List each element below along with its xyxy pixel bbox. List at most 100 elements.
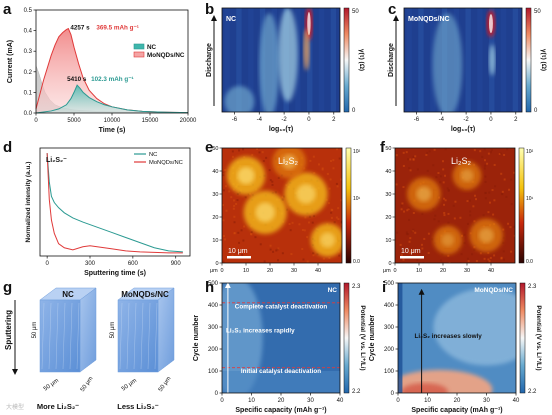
panel-letter-b: b <box>205 1 214 18</box>
cube-nc-texture <box>69 302 73 370</box>
map-speckle <box>483 159 486 162</box>
map-speckle <box>441 253 444 256</box>
watermark: 大模型 <box>6 403 24 411</box>
cube-nc-texture <box>48 302 52 370</box>
height-dimension-nc: 50 μm <box>32 322 38 339</box>
map-speckle <box>400 204 403 207</box>
map-speckle <box>474 194 477 197</box>
x-tick-label: 0 <box>220 268 223 274</box>
map-speckle <box>433 218 436 221</box>
y-tick-label: 200 <box>208 347 219 353</box>
map-speckle <box>479 252 482 255</box>
map-speckle <box>308 221 311 224</box>
colorbar-tick-mid: 10¹ <box>353 196 361 202</box>
map-band <box>248 8 254 112</box>
map-layer <box>400 383 449 393</box>
map-speckle <box>448 261 451 263</box>
annotation-capacity-nc: 102.3 mAh g⁻¹ <box>91 76 134 83</box>
map-speckle <box>487 211 490 214</box>
map-speckle <box>475 259 478 262</box>
map-speckle <box>396 231 399 234</box>
map-speckle <box>395 154 398 157</box>
map-layers <box>398 283 516 393</box>
inset-label: Li₂S₂⁻ <box>46 157 67 164</box>
map-hotspot-core <box>281 154 297 170</box>
map-speckle <box>428 150 431 153</box>
map-speckle <box>290 253 293 256</box>
map-speckle <box>500 192 503 195</box>
map-hotspot-core <box>416 186 432 202</box>
map-band <box>236 8 242 112</box>
map-speckle <box>321 168 324 171</box>
map-speckle <box>454 200 457 203</box>
map-speckle <box>256 148 259 151</box>
map-speckle <box>427 252 430 255</box>
map-speckle <box>316 253 319 256</box>
panel-d: 0 300 600 900 Sputtering time (s) Normalized … <box>25 147 191 277</box>
x-tick-label: 2 <box>332 117 336 123</box>
map-speckle <box>268 169 271 172</box>
y-tick-label: 300 <box>384 325 395 331</box>
colorbar <box>345 147 352 264</box>
map-speckle <box>469 214 472 217</box>
map-speckle <box>317 163 320 166</box>
panel-b: -6 -4 -2 0 2 log₁₀(τ) NC Discharge 50 0 γ(τ) (Ω) <box>206 7 365 133</box>
map-speckle <box>502 250 505 253</box>
map-band <box>224 8 230 112</box>
map-speckle <box>484 175 487 178</box>
map-blob <box>259 13 280 112</box>
cube-nc-texture <box>62 302 66 370</box>
map-speckle <box>402 151 405 154</box>
map-speckle <box>439 259 442 262</box>
map-speckle <box>489 201 492 204</box>
map-speckle <box>332 159 335 162</box>
x-tick-label: -2 <box>281 117 287 123</box>
map-speckle <box>506 148 509 151</box>
x-tick-label: -6 <box>414 117 420 123</box>
y-tick-label: 0 <box>391 391 395 397</box>
map-speckle <box>471 253 474 256</box>
colorbar-tick-bottom: 2.2 <box>352 389 361 395</box>
map-speckle <box>337 218 340 221</box>
scale-bar <box>227 256 251 259</box>
map-speckle <box>231 155 234 158</box>
map-speckle <box>412 211 415 214</box>
cube-nc-texture <box>76 302 80 370</box>
x-tick-label: 0 <box>220 398 224 404</box>
map-speckle <box>487 251 490 254</box>
inset-label: Li₂S₂ <box>451 156 472 166</box>
x-tick-label: 10000 <box>104 118 121 124</box>
map-speckle <box>443 211 446 214</box>
panel-a: 0 5000 10000 15000 20000 0.0 0.1 0.2 0.3 0.4 0.5 Ti… <box>7 8 197 134</box>
y-tick-label: 30 <box>212 192 218 198</box>
map-speckle <box>459 161 462 164</box>
map-band <box>406 8 412 112</box>
map-speckle <box>481 155 484 158</box>
panel-letter-e: e <box>205 139 213 156</box>
map-speckle <box>330 216 333 219</box>
y-axis-label: Cycle number <box>369 315 376 362</box>
map-speckle <box>289 229 292 232</box>
map-speckle <box>439 175 442 178</box>
map-speckle <box>469 210 472 213</box>
map-speckle <box>513 171 515 174</box>
map-speckle <box>466 257 469 260</box>
y-axis-label: Discharge <box>206 43 213 77</box>
x-tick-label: 300 <box>85 261 96 267</box>
map-speckle <box>233 232 236 235</box>
map-speckle <box>409 237 412 240</box>
map-annotation-0: Li₂S₂ increases slowly <box>415 333 483 340</box>
y-tick-label: 0 <box>215 391 219 397</box>
cube-nc-texture <box>55 302 59 370</box>
map-speckle <box>414 155 417 158</box>
map-speckle <box>269 248 272 251</box>
map-speckle <box>431 238 434 241</box>
map-speckle <box>242 239 245 242</box>
y-tick-label: 0.4 <box>24 29 33 35</box>
cube-title-nc: NC <box>62 290 74 299</box>
map-hotspot-core <box>478 227 494 243</box>
map-band <box>512 8 519 112</box>
map-blobs <box>222 148 342 263</box>
map-speckle <box>309 159 312 162</box>
map-speckle <box>502 236 505 239</box>
